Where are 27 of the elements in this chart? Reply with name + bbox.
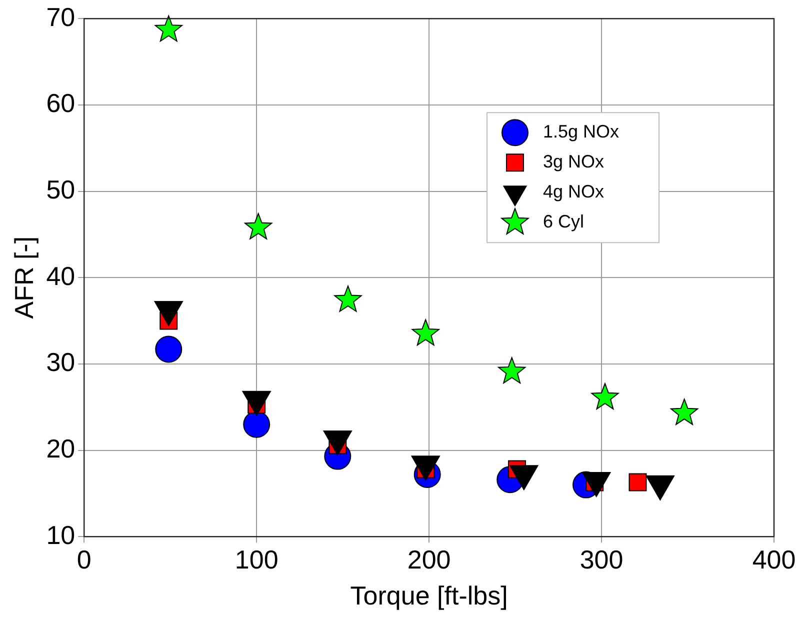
x-tick-label: 100 — [234, 544, 278, 574]
y-tick-label: 40 — [46, 260, 76, 291]
point — [628, 473, 647, 492]
x-axis-title: Torque [ft-lbs] — [350, 580, 508, 611]
point — [498, 357, 526, 384]
y-tick-label: 60 — [46, 88, 76, 118]
point — [154, 15, 182, 42]
x-tick-label: 300 — [580, 544, 624, 574]
point — [412, 319, 440, 346]
point — [591, 383, 619, 410]
point — [155, 336, 182, 363]
y-tick-label: 30 — [46, 347, 76, 378]
y-tick-label: 70 — [46, 2, 76, 32]
legend-label: 3g NOx — [543, 152, 604, 172]
y-tick-label: 10 — [46, 520, 76, 550]
legend-label: 1.5g NOx — [543, 122, 620, 142]
point — [334, 286, 362, 312]
legend-label: 6 Cyl — [543, 212, 584, 232]
y-axis-title: AFR [-] — [8, 236, 39, 319]
y-tick-label: 50 — [46, 174, 76, 204]
x-tick-label: 0 — [76, 544, 92, 574]
point — [244, 213, 272, 240]
y-tick-label: 20 — [46, 433, 76, 464]
x-tick-label: 400 — [752, 544, 796, 574]
x-tick-label: 200 — [407, 544, 451, 574]
legend-label: 4g NOx — [543, 182, 604, 202]
point — [670, 398, 698, 425]
